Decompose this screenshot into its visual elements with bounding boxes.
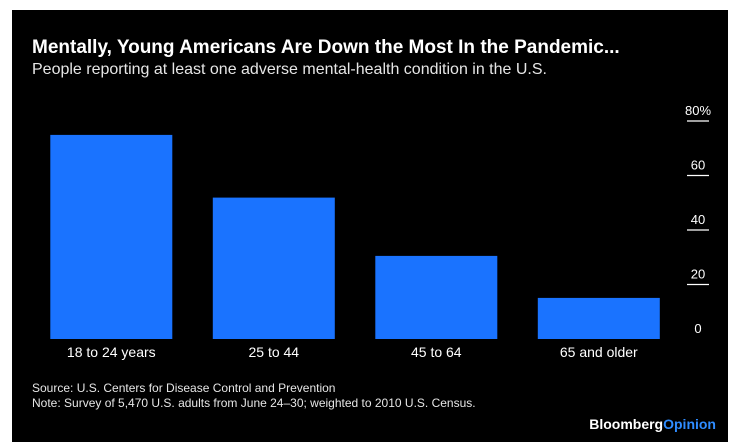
y-tick-label: 80% — [685, 103, 711, 118]
bar-3 — [375, 255, 498, 339]
chart-title: Mentally, Young Americans Are Down the M… — [32, 37, 620, 58]
chart-panel: Mentally, Young Americans Are Down the M… — [12, 10, 728, 442]
bar-2 — [212, 197, 335, 339]
bar-chart: 0 20 40 60 80% 18 to 24 years 25 to 44 45 to 6… — [50, 103, 711, 360]
chart-subtitle: People reporting at least one adverse me… — [32, 61, 547, 78]
x-tick-label: 18 to 24 years — [67, 344, 156, 360]
bar-1 — [50, 134, 173, 339]
x-tick-label: 25 to 44 — [248, 344, 299, 360]
source-notes: Source: U.S. Centers for Disease Control… — [32, 381, 572, 411]
brand-bloomberg: Bloomberg — [589, 416, 664, 432]
x-tick-label: 45 to 64 — [411, 344, 462, 360]
x-tick-label: 65 and older — [560, 344, 638, 360]
source-line: Source: U.S. Centers for Disease Control… — [32, 381, 336, 395]
brand-opinion: Opinion — [663, 416, 716, 432]
brand-logo: BloombergOpinion — [589, 416, 716, 432]
y-tick-label: 40 — [691, 212, 705, 227]
y-tick-label: 0 — [694, 321, 701, 336]
note-line: Note: Survey of 5,470 U.S. adults from J… — [32, 396, 476, 410]
y-ticks-group: 0 20 40 60 80% — [685, 103, 711, 336]
x-labels-group: 18 to 24 years 25 to 44 45 to 64 65 and old… — [67, 344, 638, 360]
bars-group — [50, 134, 660, 339]
y-tick-label: 20 — [691, 267, 705, 282]
bar-4 — [537, 297, 660, 339]
y-tick-label: 60 — [691, 158, 705, 173]
